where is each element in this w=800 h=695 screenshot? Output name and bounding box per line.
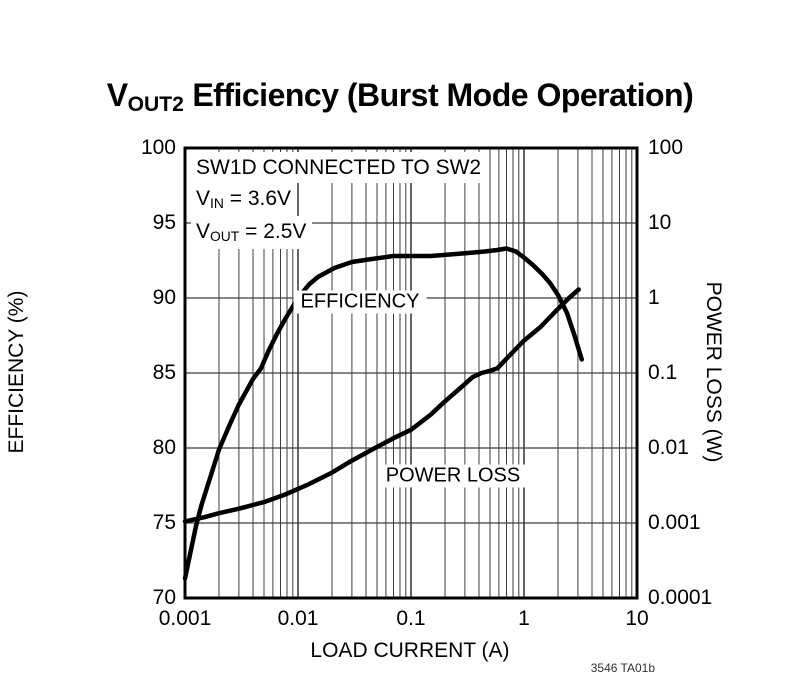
x-tick-10: 10 bbox=[625, 607, 649, 630]
condition-line-2-sub: IN bbox=[210, 195, 224, 212]
x-tick-0.001: 0.001 bbox=[158, 607, 212, 630]
y-right-tick-0.0001: 0.0001 bbox=[648, 586, 713, 609]
condition-line-2-prefix: V bbox=[196, 187, 211, 210]
y-right-tick-0.01: 0.01 bbox=[648, 436, 689, 459]
y-left-tick-75: 75 bbox=[152, 511, 176, 534]
x-tick-1: 1 bbox=[518, 607, 530, 630]
y-left-axis-title: EFFICIENCY (%) bbox=[5, 290, 28, 454]
condition-line-3: VOUT = 2.5V bbox=[191, 216, 313, 249]
condition-line-1: SW1D CONNECTED TO SW2 bbox=[191, 152, 488, 183]
efficiency-curve bbox=[182, 246, 585, 581]
condition-line-2: VIN = 3.6V bbox=[191, 183, 298, 216]
y-right-tick-1: 1 bbox=[648, 286, 660, 309]
y-right-tick-0.1: 0.1 bbox=[648, 361, 678, 384]
y-right-tick-0.001: 0.001 bbox=[648, 511, 701, 534]
condition-line-3-rest: = 2.5V bbox=[239, 220, 307, 243]
x-axis-title: LOAD CURRENT (A) bbox=[310, 639, 510, 662]
y-right-tick-100: 100 bbox=[648, 136, 684, 159]
y-right-tick-10: 10 bbox=[648, 211, 672, 234]
figure-number: 3546 TA01b bbox=[590, 661, 655, 675]
x-tick-0.01: 0.01 bbox=[277, 607, 319, 630]
efficiency-curve-label: EFFICIENCY bbox=[293, 290, 427, 314]
y-left-tick-85: 85 bbox=[152, 361, 176, 384]
condition-line-2-rest: = 3.6V bbox=[223, 187, 292, 210]
x-tick-0.1: 0.1 bbox=[396, 607, 426, 630]
title-prefix: V bbox=[106, 77, 128, 114]
title-subscript: OUT2 bbox=[127, 93, 184, 117]
power-loss-curve bbox=[182, 287, 581, 524]
y-left-tick-90: 90 bbox=[152, 286, 176, 309]
title-rest: Efficiency (Burst Mode Operation) bbox=[183, 77, 694, 114]
y-left-tick-100: 100 bbox=[140, 136, 176, 159]
plot-frame bbox=[183, 146, 639, 600]
conditions-annotation: SW1D CONNECTED TO SW2 VIN = 3.6V VOUT = … bbox=[191, 152, 488, 249]
y-right-axis-title: POWER LOSS (W) bbox=[702, 281, 725, 463]
condition-line-3-prefix: V bbox=[196, 220, 211, 243]
y-left-tick-70: 70 bbox=[152, 586, 176, 609]
chart-title: VOUT2 Efficiency (Burst Mode Operation) bbox=[0, 77, 800, 117]
condition-line-3-sub: OUT bbox=[210, 228, 240, 245]
y-left-tick-95: 95 bbox=[152, 211, 176, 234]
y-left-tick-80: 80 bbox=[152, 436, 176, 459]
power-loss-curve-label: POWER LOSS bbox=[378, 464, 528, 488]
